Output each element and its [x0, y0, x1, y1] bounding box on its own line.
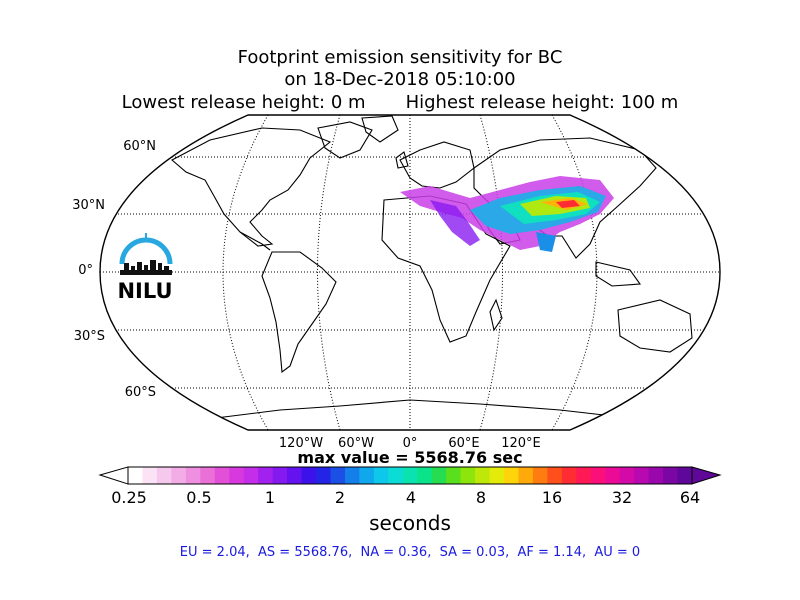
colorbar-tick: 4: [405, 488, 417, 507]
lon-label-60e: 60°E: [448, 436, 480, 451]
colorbar-cell: [156, 467, 172, 484]
colorbar-tick: 32: [611, 488, 633, 507]
lat-label-30s: 30°S: [73, 329, 105, 344]
colorbar-cell: [561, 467, 577, 484]
colorbar-cell: [142, 467, 158, 484]
colorbar-cell: [460, 467, 476, 484]
plot-title-line-1: Footprint emission sensitivity for BC: [237, 47, 563, 68]
coastlines: [171, 115, 709, 430]
colorbar-cell: [185, 467, 201, 484]
graticule-meridians: [222, 115, 598, 430]
colorbar-cell: [214, 467, 230, 484]
lat-label-0: 0°: [78, 263, 93, 278]
colorbar-cell: [258, 467, 274, 484]
lon-label-120e: 120°E: [501, 436, 541, 451]
colorbar-cell: [200, 467, 216, 484]
colorbar-cell: [547, 467, 563, 484]
lon-label-60w: 60°W: [338, 436, 374, 451]
colorbar-cell: [388, 467, 404, 484]
region-summary: EU = 2.04, AS = 5568.76, NA = 0.36, SA =…: [179, 545, 641, 560]
colorbar-cell: [359, 467, 375, 484]
max-value-label: max value = 5568.76 sec: [297, 448, 523, 467]
colorbar-cell: [330, 467, 346, 484]
colorbar-tick: 0.25: [111, 488, 147, 507]
lat-label-60n: 60°N: [123, 139, 156, 154]
colorbar-tick: 64: [679, 488, 701, 507]
colorbar-cell: [619, 467, 635, 484]
colorbar-cell: [402, 467, 418, 484]
colorbar-cell: [272, 467, 288, 484]
colorbar-cell: [373, 467, 389, 484]
lon-label-0: 0°: [402, 436, 418, 451]
emission-sensitivity-field: [400, 176, 614, 252]
lat-label-60s: 60°S: [124, 385, 156, 400]
colorbar-cell: [663, 467, 679, 484]
colorbar-cell: [417, 467, 433, 484]
colorbar-cell: [431, 467, 447, 484]
nilu-logo-text: NILU: [117, 279, 173, 303]
colorbar-tick: 2: [334, 488, 346, 507]
map-frame: [99, 114, 721, 431]
colorbar-cell: [677, 467, 693, 484]
colorbar-cell: [446, 467, 462, 484]
colorbar-cell: [590, 467, 606, 484]
colorbar-cell: [475, 467, 491, 484]
colorbar-unit-label: seconds: [369, 511, 451, 535]
colorbar-cell: [634, 467, 650, 484]
colorbar-cell: [171, 467, 187, 484]
colorbar-cell: [518, 467, 534, 484]
lat-label-30n: 30°N: [72, 198, 105, 213]
colorbar-tick: 1: [264, 488, 276, 507]
colorbar-cell: [316, 467, 331, 484]
colorbar-tick: 8: [475, 488, 487, 507]
colorbar-cell: [532, 467, 548, 484]
colorbar-cell: [128, 467, 143, 484]
plot-title-line-3: Lowest release height: 0 m Highest relea…: [121, 92, 679, 113]
colorbar-cell: [648, 467, 664, 484]
colorbar-cell: [301, 467, 317, 484]
colorbar-tick: 0.5: [186, 488, 212, 507]
plot-title-line-2: on 18-Dec-2018 05:10:00: [284, 69, 516, 90]
nilu-logo-icon: [119, 233, 173, 275]
colorbar-cell: [344, 467, 360, 484]
colorbar-cell: [229, 467, 245, 484]
colorbar-cell: [576, 467, 592, 484]
colorbar-cell: [243, 467, 259, 484]
colorbar-cell: [605, 467, 621, 484]
colorbar-cell: [287, 467, 303, 484]
nilu-logo: NILU: [112, 232, 180, 304]
colorbar-cell: [504, 467, 519, 484]
colorbar-tick: 16: [541, 488, 563, 507]
lon-label-120w: 120°W: [278, 436, 324, 451]
colorbar: [98, 466, 722, 485]
colorbar-cell: [489, 467, 505, 484]
